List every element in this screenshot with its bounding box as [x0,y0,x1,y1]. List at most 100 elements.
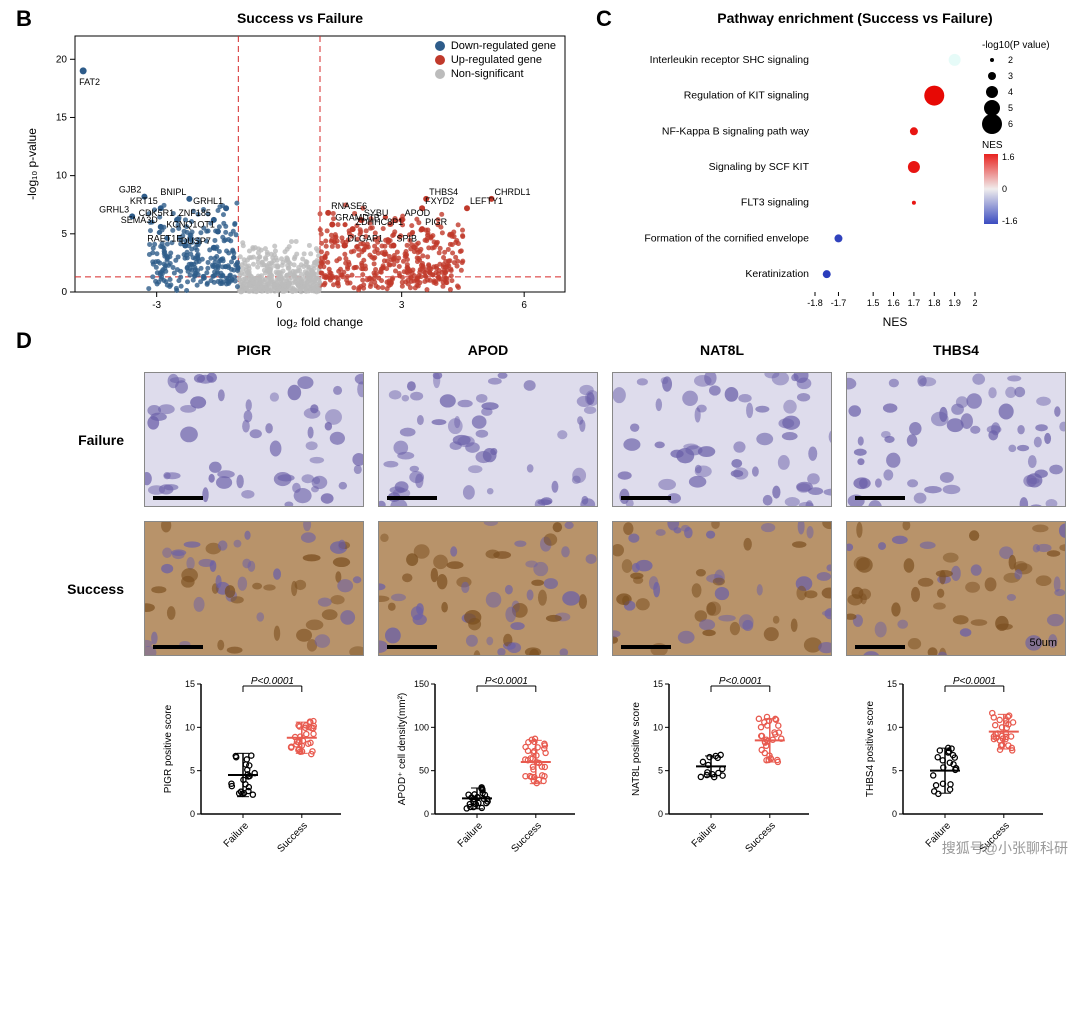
panel-b: B Success vs Failure -303605101520log₂ f… [20,10,580,332]
svg-text:PIGR: PIGR [425,217,448,227]
svg-text:ZDHHC8P1: ZDHHC8P1 [356,217,404,227]
quant-chart: 050100150APOD⁺ cell density(mm²)FailureS… [378,666,598,856]
svg-text:NAT8L positive score: NAT8L positive score [631,702,642,796]
panel-c-title: Pathway enrichment (Success vs Failure) [640,10,1070,26]
svg-text:0: 0 [276,300,282,311]
svg-text:RAET1E: RAET1E [147,233,182,243]
svg-text:FXYD2: FXYD2 [425,196,454,206]
svg-text:-1.8: -1.8 [807,298,823,308]
svg-text:5: 5 [658,766,663,776]
ihc-image [378,372,598,507]
svg-text:0: 0 [61,287,67,298]
svg-text:Failure: Failure [690,820,720,850]
svg-text:10: 10 [887,722,897,732]
svg-text:GRHL1: GRHL1 [193,196,223,206]
svg-text:Regulation of KIT signaling: Regulation of KIT signaling [684,90,809,102]
svg-text:SPIB: SPIB [397,233,418,243]
ihc-image [144,372,364,507]
svg-text:BNIPL: BNIPL [160,187,186,197]
svg-text:LEFTY1: LEFTY1 [470,196,503,206]
svg-text:SEMA3D: SEMA3D [121,215,159,225]
svg-text:5: 5 [61,229,67,240]
svg-text:15: 15 [887,679,897,689]
svg-text:0: 0 [892,809,897,819]
svg-text:NES: NES [883,315,908,329]
ihc-image: 50um [846,521,1066,656]
svg-text:5: 5 [190,766,195,776]
svg-text:Interleukin receptor SHC signa: Interleukin receptor SHC signaling [650,54,809,66]
svg-text:RNASE6: RNASE6 [331,201,367,211]
svg-text:5: 5 [892,766,897,776]
svg-text:Signaling by SCF KIT: Signaling by SCF KIT [709,161,810,173]
svg-text:GJB2: GJB2 [119,185,142,195]
svg-text:1.8: 1.8 [928,298,941,308]
svg-text:GRHL3: GRHL3 [99,204,129,214]
svg-text:NF-Kappa B signaling path way: NF-Kappa B signaling path way [662,125,810,137]
svg-text:Success: Success [275,820,310,855]
svg-text:FLT3 signaling: FLT3 signaling [741,197,809,209]
col-header: NAT8L [612,342,832,358]
svg-text:P<0.0001: P<0.0001 [953,676,996,687]
svg-text:DUSP7: DUSP7 [181,236,211,246]
svg-text:KRT15: KRT15 [130,196,158,206]
row-label: Success [30,581,130,597]
row-label: Failure [30,432,130,448]
svg-text:1.6: 1.6 [1002,152,1015,162]
svg-text:15: 15 [185,679,195,689]
svg-text:6: 6 [521,300,527,311]
panel-c: C Pathway enrichment (Success vs Failure… [600,10,1070,332]
figure-container: B Success vs Failure -303605101520log₂ f… [0,0,1080,866]
svg-text:1.7: 1.7 [908,298,921,308]
col-header: THBS4 [846,342,1066,358]
volcano-legend: Down-regulated gene Up-regulated gene No… [435,38,556,82]
svg-text:1.9: 1.9 [948,298,961,308]
svg-text:4: 4 [1008,87,1013,97]
svg-text:KCNQ1OT1: KCNQ1OT1 [166,219,215,229]
svg-text:APOD⁺ cell density(mm²): APOD⁺ cell density(mm²) [397,693,408,806]
panel-b-title: Success vs Failure [20,10,580,26]
svg-text:2: 2 [972,298,977,308]
svg-text:5: 5 [1008,103,1013,113]
svg-text:-3: -3 [152,300,161,311]
svg-text:-1.6: -1.6 [1002,216,1018,226]
svg-text:0: 0 [1002,184,1007,194]
svg-text:DLGAP1: DLGAP1 [348,233,384,243]
ihc-image [612,372,832,507]
svg-text:15: 15 [56,112,68,123]
col-header: APOD [378,342,598,358]
svg-text:50: 50 [419,766,429,776]
svg-text:0: 0 [658,809,663,819]
svg-text:1.5: 1.5 [867,298,880,308]
svg-text:10: 10 [653,722,663,732]
svg-text:15: 15 [653,679,663,689]
svg-text:-1.7: -1.7 [831,298,847,308]
legend-up: Up-regulated gene [451,54,542,66]
enrichment-plot: Interleukin receptor SHC signaling Regula… [600,32,1070,332]
legend-down: Down-regulated gene [451,40,556,52]
quant-row: 0 5 10 15 PIGR positive score Failure Success P… [30,666,1050,856]
svg-text:-log10(P value): -log10(P value) [982,40,1050,51]
svg-text:20: 20 [56,54,68,65]
ihc-image [144,521,364,656]
ihc-grid: PIGRAPODNAT8LTHBS4FailureSuccess50um [30,342,1050,656]
quant-chart: 0 5 10 15 NAT8L positive score Failure Success… [612,666,832,856]
watermark: 搜狐号@小张聊科研 [942,838,1068,858]
svg-text:Failure: Failure [456,820,486,850]
svg-text:P<0.0001: P<0.0001 [251,676,294,687]
svg-text:3: 3 [1008,71,1013,81]
svg-text:P<0.0001: P<0.0001 [719,676,762,687]
svg-text:ZNF185: ZNF185 [178,208,211,218]
svg-text:150: 150 [414,679,429,689]
svg-text:Success: Success [509,820,544,855]
svg-text:2: 2 [1008,55,1013,65]
quant-chart: 051015PIGR positive scoreFailureSuccessP… [144,666,364,856]
panel-b-label: B [16,6,32,32]
svg-text:PIGR positive score: PIGR positive score [163,704,174,793]
svg-text:log₂ fold change: log₂ fold change [277,315,363,329]
col-header: PIGR [144,342,364,358]
svg-text:3: 3 [399,300,405,311]
svg-text:Success: Success [743,820,778,855]
svg-text:Formation of the cornified env: Formation of the cornified envelope [644,232,809,244]
quant-chart: 051015THBS4 positive scoreFailureSuccess… [846,666,1066,856]
panel-d-label: D [16,328,32,354]
